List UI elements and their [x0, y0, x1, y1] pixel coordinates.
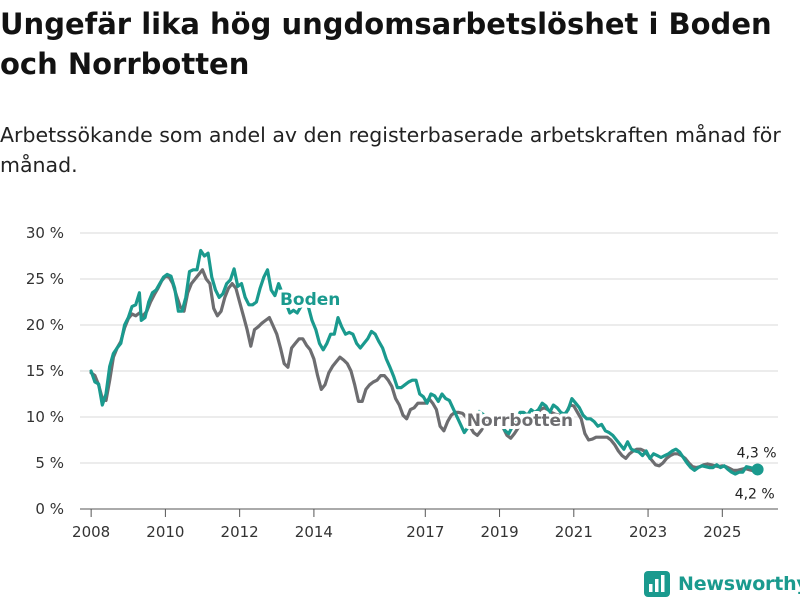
brand-logo[interactable]: Newsworthy	[644, 570, 800, 598]
endpoint-marker-boden	[751, 463, 764, 476]
series-label-boden-halo: Boden	[280, 290, 340, 310]
x-tick-label: 2025	[703, 523, 741, 541]
y-tick-label: 20 %	[26, 316, 64, 334]
y-tick-label: 0 %	[35, 500, 64, 518]
y-tick-label: 25 %	[26, 270, 64, 288]
end-value-norrbotten: 4,2 %	[735, 486, 775, 502]
series-line-boden	[89, 248, 760, 476]
x-tick-label: 2019	[480, 523, 518, 541]
end-value-boden-halo: 4,3 %	[737, 445, 777, 461]
chart-title: Ungefär lika hög ungdomsarbetslöshet i B…	[0, 7, 772, 81]
series-label-boden: Boden	[280, 290, 340, 310]
gridlines	[80, 232, 778, 510]
y-tick-label: 5 %	[35, 454, 64, 472]
x-tick-label: 2012	[221, 523, 259, 541]
x-tick-label: 2014	[295, 523, 333, 541]
y-tick-label: 30 %	[26, 224, 64, 242]
brand-name: Newsworthy	[678, 573, 800, 595]
series-label-norrbotten: Norrbotten	[467, 411, 573, 431]
chart-subtitle: Arbetssökande som andel av den registerb…	[0, 123, 781, 177]
x-axis-ticks: 2008 2010 2012 2014 2017 2019 2021 2023 2025	[72, 509, 741, 541]
y-tick-label: 10 %	[26, 408, 64, 426]
y-axis-ticks: 0 % 5 % 10 % 15 % 20 % 25 % 30 %	[26, 224, 64, 518]
x-tick-label: 2021	[555, 523, 593, 541]
bar-chart-icon	[644, 571, 670, 597]
x-tick-label: 2010	[146, 523, 184, 541]
end-value-boden: 4,3 %	[737, 445, 777, 461]
series-lines	[89, 248, 764, 476]
y-tick-label: 15 %	[26, 362, 64, 380]
x-tick-label: 2017	[406, 523, 444, 541]
series-line-norrbotten	[89, 268, 758, 472]
x-tick-label: 2023	[629, 523, 667, 541]
series-label-norrbotten-halo: Norrbotten	[467, 411, 573, 431]
end-value-norrbotten-halo: 4,2 %	[735, 486, 775, 502]
x-tick-label: 2008	[72, 523, 110, 541]
